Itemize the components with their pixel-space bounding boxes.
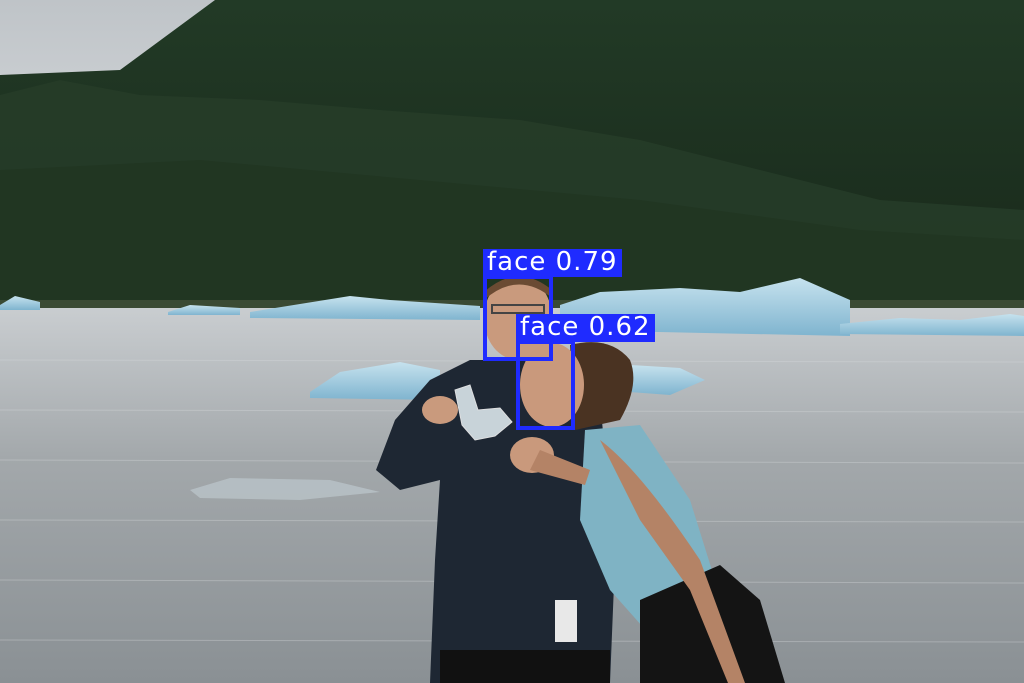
- woman-figure: [510, 342, 785, 683]
- face-detection-label-1: face 0.79: [483, 249, 622, 277]
- face-detection-label-2: face 0.62: [516, 314, 655, 342]
- ice-shard: [454, 384, 513, 441]
- face-detection-box-2: [516, 340, 575, 430]
